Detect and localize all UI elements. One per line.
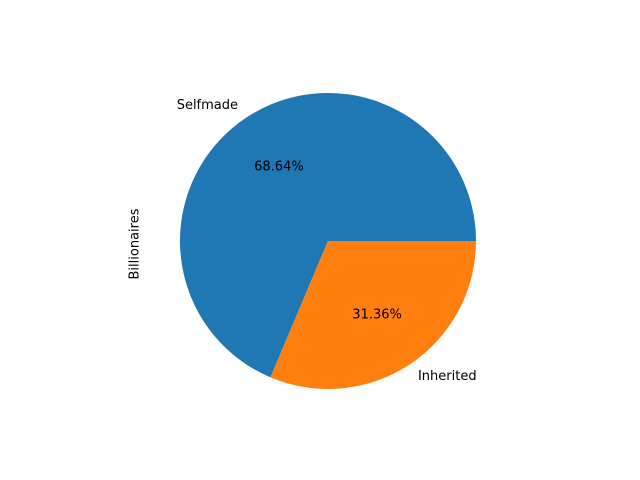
category-label-inherited: Inherited xyxy=(418,369,477,384)
y-axis-label: Billionaires xyxy=(128,208,143,279)
percent-label-inherited: 31.36% xyxy=(352,308,402,323)
category-label-selfmade: Selfmade xyxy=(177,98,238,113)
pie-slice-selfmade xyxy=(180,93,476,378)
pie-labels: Selfmade 68.64% Inherited 31.36% xyxy=(177,98,477,384)
pie-slice-inherited xyxy=(270,241,477,390)
percent-label-selfmade: 68.64% xyxy=(254,160,304,175)
pie-slices xyxy=(180,93,477,390)
